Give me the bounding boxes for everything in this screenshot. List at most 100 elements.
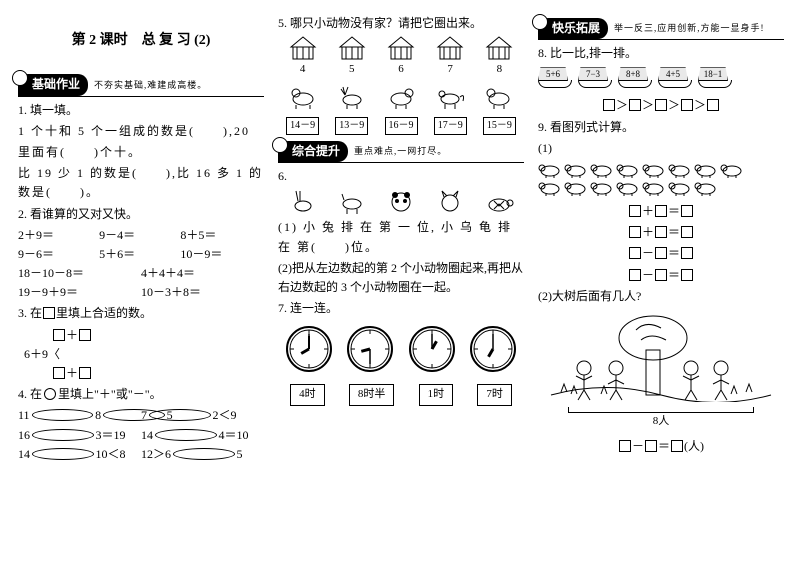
- q6-rabbit-icon: [288, 188, 318, 214]
- q3-expr: ＋ 6＋9〈 ＋: [24, 326, 264, 384]
- q5-houses: 4 5 6 7 8: [278, 35, 524, 79]
- time-2: 8时半: [349, 384, 395, 406]
- q8-blank-line: ＞＞＞＞: [538, 96, 784, 115]
- q2-row3: 18－10－8＝ 4＋4＋4＝: [18, 264, 264, 283]
- time-3: 1时: [419, 384, 454, 406]
- sheep-icon: [616, 178, 640, 196]
- q6-horse-icon: [337, 188, 367, 214]
- house-3: 6: [385, 35, 417, 79]
- q2-r1c3: 8＋5＝: [180, 226, 261, 245]
- sheep-icon: [668, 160, 692, 178]
- animal-1-label: 14－9: [286, 117, 319, 135]
- q9-final-eq: －＝(人): [538, 437, 784, 456]
- sheep-icon: [720, 160, 744, 178]
- sheep-icon: [564, 178, 588, 196]
- q6-turtle-icon: [484, 188, 514, 214]
- banner-comp-sub: 重点难点,一网打尽。: [354, 144, 447, 158]
- page-title: 第 2 课时 总 复 习 (2): [18, 30, 264, 52]
- q9-sub2: (2)大树后面有几人?: [538, 287, 784, 306]
- q1-line2: 比 19 少 1 的数是( ),比 16 多 1 的数是( )。: [18, 164, 264, 202]
- time-4: 7时: [477, 384, 512, 406]
- q1-line1b: 里面有( )个十。: [18, 143, 264, 162]
- q2-r1c1: 2＋9＝: [18, 226, 99, 245]
- boat-2-label: 7−3: [578, 67, 608, 81]
- boat-4-label: 4+5: [658, 67, 688, 81]
- banner-basic: 基础作业 不夯实基础,难建成高楼。: [18, 74, 264, 96]
- q9-bracket: 8人: [568, 412, 754, 431]
- sheep-icon: [668, 178, 692, 196]
- q5-animals: 14－9 13－9 16－9 17－9 15－9: [278, 83, 524, 135]
- q4-r3c2: 12＞65: [141, 445, 264, 464]
- banner-basic-sub: 不夯实基础,难建成高楼。: [94, 78, 207, 92]
- time-1: 4时: [290, 384, 325, 406]
- boat-4: 4+5: [658, 67, 692, 88]
- clock-4: [468, 324, 518, 374]
- banner-basic-tag: 基础作业: [18, 74, 88, 95]
- boat-3-label: 8+8: [618, 67, 648, 81]
- q8-head: 8. 比一比,排一排。: [538, 44, 784, 63]
- q6-cat-icon: [435, 188, 465, 214]
- q4-head: 4. 在里填上"＋"或"－"。: [18, 385, 264, 404]
- q4-r2c1: 163＝19: [18, 426, 141, 445]
- q2-row4: 19－9＋9＝ 10－3＋8＝: [18, 283, 264, 302]
- house-5-num: 8: [483, 61, 515, 79]
- q7-clocks: [278, 324, 524, 374]
- sheep-icon: [616, 160, 640, 178]
- q9-sub1: (1): [538, 139, 784, 158]
- q9-bracket-label: 8人: [653, 415, 670, 427]
- house-2: 5: [336, 35, 368, 79]
- sheep-icon: [564, 160, 588, 178]
- q6-panda-icon: [386, 188, 416, 214]
- sheep-icon: [694, 160, 718, 178]
- q2-head: 2. 看谁算的又对又快。: [18, 205, 264, 224]
- q1-head: 1. 填一填。: [18, 101, 264, 120]
- q9-sheep: [538, 160, 784, 196]
- banner-ext-tag: 快乐拓展: [538, 18, 608, 39]
- q4-r1c1: 1185: [18, 406, 141, 425]
- q1-line1a: 1 个十和 5 个一组成的数是( ),20: [18, 122, 264, 141]
- boat-1-label: 5+6: [538, 67, 568, 81]
- animal-1: 14－9: [278, 83, 327, 135]
- sheep-icon: [590, 178, 614, 196]
- q9-head: 9. 看图列式计算。: [538, 118, 784, 137]
- q6-line1: (1) 小 兔 排 在 第 一 位, 小 乌 龟 排 在 第( )位。: [278, 218, 524, 256]
- sheep-icon: [642, 160, 666, 178]
- house-4-num: 7: [434, 61, 466, 79]
- q6-line2: (2)把从左边数起的第 2 个小动物圈起来,再把从右边数起的 3 个小动物圈在一…: [278, 259, 524, 297]
- q7-head: 7. 连一连。: [278, 299, 524, 318]
- house-3-num: 6: [385, 61, 417, 79]
- house-4: 7: [434, 35, 466, 79]
- q4-r1c2: 72＜9: [141, 406, 264, 425]
- q7-times: 4时 8时半 1时 7时: [278, 384, 524, 406]
- q2-r1c2: 9－4＝: [99, 226, 180, 245]
- sheep-icon: [538, 160, 562, 178]
- sheep-icon: [694, 178, 718, 196]
- q2-r4c1: 19－9＋9＝: [18, 283, 141, 302]
- q2-r3c1: 18－10－8＝: [18, 264, 141, 283]
- q2-r4c2: 10－3＋8＝: [141, 283, 264, 302]
- house-2-num: 5: [336, 61, 368, 79]
- q4-r3c1: 1410＜8: [18, 445, 141, 464]
- q2-r2c3: 10－9＝: [180, 245, 261, 264]
- q2-r2c1: 9－6＝: [18, 245, 99, 264]
- house-1: 4: [287, 35, 319, 79]
- animal-5-label: 15－9: [483, 117, 516, 135]
- clock-2: [345, 324, 395, 374]
- house-5: 8: [483, 35, 515, 79]
- q2-r3c2: 4＋4＋4＝: [141, 264, 264, 283]
- boat-5-label: 18−1: [698, 67, 728, 81]
- q3-head: 3. 在里填上合适的数。: [18, 304, 264, 323]
- animal-3-label: 16－9: [385, 117, 418, 135]
- q2-r2c2: 5＋6＝: [99, 245, 180, 264]
- q5-head: 5. 哪只小动物没有家？请把它圈出来。: [278, 14, 524, 33]
- q9-scene: [538, 310, 784, 408]
- boat-1: 5+6: [538, 67, 572, 88]
- house-1-num: 4: [287, 61, 319, 79]
- animal-5: 15－9: [475, 83, 524, 135]
- q4-r2c2: 144＝10: [141, 426, 264, 445]
- q4-row3: 1410＜8 12＞65: [18, 445, 264, 464]
- banner-ext: 快乐拓展 举一反三,应用创新,方能一显身手!: [538, 18, 784, 40]
- clock-3: [407, 324, 457, 374]
- boat-2: 7−3: [578, 67, 612, 88]
- q2-row1: 2＋9＝ 9－4＝ 8＋5＝: [18, 226, 264, 245]
